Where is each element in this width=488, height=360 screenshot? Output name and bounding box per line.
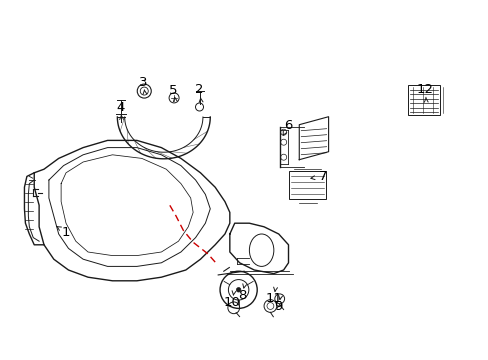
Circle shape [137,84,151,98]
Text: 7: 7 [318,170,326,183]
Text: 5: 5 [169,84,178,96]
Text: 11: 11 [265,292,282,305]
Circle shape [236,288,241,292]
Text: 6: 6 [284,119,292,132]
Bar [407,85,439,115]
Text: 3: 3 [139,76,147,89]
Text: 8: 8 [237,289,246,302]
Text: 12: 12 [416,83,433,96]
Text: 2: 2 [195,83,203,96]
Text: 1: 1 [61,226,70,239]
Text: 10: 10 [224,296,240,309]
Text: 9: 9 [274,300,283,312]
Text: 4: 4 [116,101,125,114]
